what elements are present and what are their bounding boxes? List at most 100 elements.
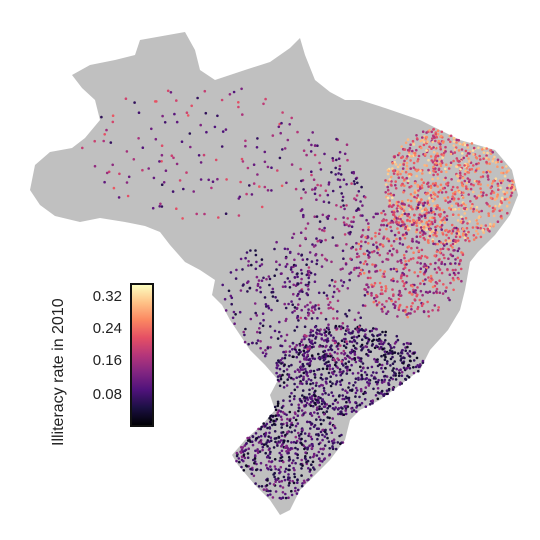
municipality-point (303, 305, 307, 308)
municipality-point (267, 306, 271, 310)
municipality-point (310, 474, 313, 477)
municipality-point (477, 182, 480, 186)
municipality-point (315, 381, 318, 385)
municipality-point (373, 296, 376, 300)
municipality-point (307, 274, 311, 277)
municipality-point (257, 427, 260, 431)
municipality-point (307, 138, 311, 142)
municipality-point (344, 332, 347, 336)
municipality-point (246, 452, 250, 455)
municipality-point (269, 420, 272, 424)
municipality-point (329, 375, 333, 379)
municipality-point (310, 143, 313, 147)
municipality-point (436, 185, 440, 188)
municipality-point (367, 285, 370, 289)
municipality-point (420, 215, 423, 218)
municipality-point (412, 257, 415, 260)
municipality-point (461, 253, 465, 256)
municipality-point (280, 184, 284, 188)
municipality-point (438, 251, 442, 254)
municipality-point (214, 158, 218, 162)
municipality-point (118, 172, 121, 176)
municipality-point (280, 418, 284, 421)
municipality-point (396, 280, 399, 283)
municipality-point (385, 299, 388, 303)
municipality-point (267, 460, 271, 463)
municipality-point (358, 403, 362, 407)
municipality-point (387, 383, 391, 387)
municipality-point (158, 160, 161, 163)
municipality-point (426, 201, 430, 204)
municipality-point (403, 223, 406, 226)
municipality-point (473, 195, 477, 198)
municipality-point (428, 228, 432, 231)
municipality-point (314, 252, 318, 256)
municipality-point (302, 349, 306, 353)
municipality-point (449, 262, 452, 265)
municipality-point (336, 299, 340, 303)
municipality-point (296, 422, 300, 425)
municipality-point (303, 337, 306, 341)
municipality-point (382, 223, 386, 227)
municipality-point (448, 298, 451, 302)
municipality-point (348, 400, 352, 404)
municipality-point (510, 179, 514, 182)
municipality-point (280, 121, 283, 125)
municipality-point (384, 287, 388, 290)
municipality-point (307, 432, 311, 436)
municipality-point (367, 378, 371, 382)
municipality-point (454, 208, 457, 211)
municipality-point (285, 333, 289, 337)
municipality-point (293, 382, 296, 386)
municipality-point (317, 307, 321, 310)
municipality-point (477, 146, 480, 150)
municipality-point (390, 244, 393, 247)
municipality-point (307, 314, 310, 317)
municipality-point (403, 205, 406, 209)
municipality-point (290, 391, 293, 395)
municipality-point (295, 350, 299, 354)
municipality-point (372, 338, 376, 342)
municipality-point (450, 188, 454, 192)
municipality-point (418, 201, 421, 205)
municipality-point (396, 338, 400, 342)
municipality-point (380, 223, 383, 227)
municipality-point (325, 410, 329, 413)
municipality-point (429, 207, 433, 210)
municipality-point (405, 313, 409, 316)
municipality-point (432, 191, 435, 194)
municipality-point (260, 279, 264, 283)
municipality-point (291, 342, 295, 345)
municipality-point (317, 457, 321, 461)
municipality-point (344, 362, 348, 365)
municipality-point (270, 166, 273, 169)
municipality-point (253, 302, 257, 305)
municipality-point (407, 245, 411, 248)
municipality-point (362, 346, 365, 349)
municipality-point (279, 377, 283, 381)
municipality-point (428, 290, 432, 294)
municipality-point (399, 217, 402, 221)
municipality-point (385, 389, 389, 393)
municipality-point (319, 447, 323, 451)
municipality-point (332, 357, 335, 361)
municipality-point (269, 468, 273, 472)
municipality-point (256, 173, 259, 176)
municipality-point (394, 372, 397, 376)
municipality-point (336, 287, 339, 291)
municipality-point (427, 203, 431, 207)
municipality-point (331, 367, 335, 371)
municipality-point (382, 393, 385, 397)
municipality-point (380, 288, 384, 292)
municipality-point (438, 158, 441, 161)
municipality-point (459, 220, 463, 224)
municipality-point (292, 440, 296, 444)
municipality-point (391, 213, 395, 216)
municipality-point (457, 239, 460, 242)
municipality-point (403, 356, 406, 360)
municipality-point (400, 273, 404, 277)
municipality-point (265, 277, 268, 281)
municipality-point (300, 272, 304, 275)
municipality-point (396, 227, 399, 230)
municipality-point (325, 432, 328, 436)
